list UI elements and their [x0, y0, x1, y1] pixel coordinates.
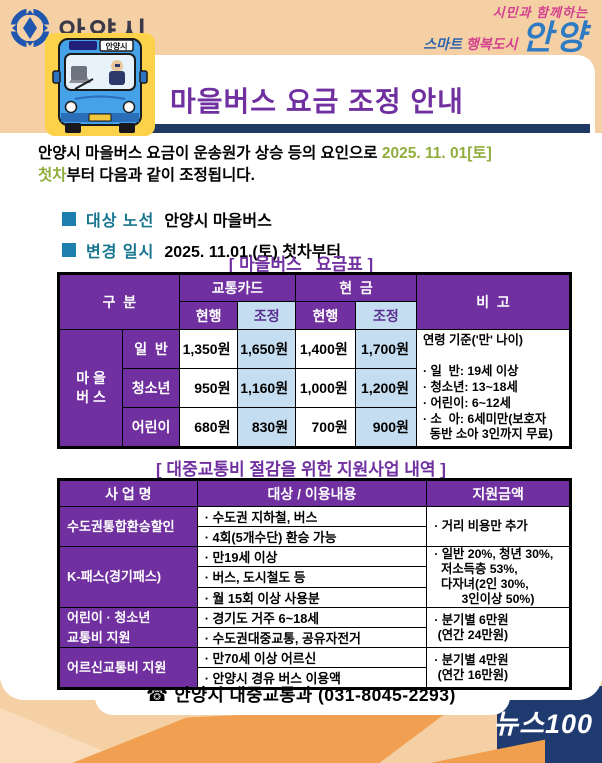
- subheader-current: 현행: [295, 301, 356, 330]
- contact-text: 안양시 대중교통과 (031-8045-2293): [174, 685, 456, 705]
- info-label: 변경 일시: [86, 243, 155, 261]
- col-header-usage: 대상 / 이용내용: [196, 480, 428, 507]
- fare-note: 연령 기준('만' 나이) · 일 반: 19세 이상 · 청소년: 13~18…: [415, 328, 571, 448]
- intro-paragraph: 안양시 마을버스 요금이 운송원가 상승 등의 요인으로 2025. 11. 0…: [38, 143, 578, 187]
- intro-line1: 안양시 마을버스 요금이 운송원가 상승 등의 요인으로 2025. 11. 0…: [38, 143, 578, 165]
- program-name: 수도권통합환승할인: [59, 506, 198, 547]
- program-name: 어린이 · 청소년 교통비 지원: [59, 607, 198, 648]
- support-row-transfer-discount: 수도권통합환승할인 · 수도권 지하철, 버스 · 거리 비용만 추가: [59, 506, 570, 547]
- bus-icon: 안양시: [52, 38, 148, 133]
- intro-line2: 첫차부터 다음과 같이 조정됩니다.: [38, 165, 578, 187]
- card-adjusted-fare: 1,160원: [237, 368, 297, 409]
- support-table-title: [ 대중교통비 절감을 위한 지원사업 내역 ]: [156, 460, 446, 479]
- bullet-square-icon: [62, 242, 76, 257]
- city-slogan: 시민과 함께하는 스마트 행복도시 안양: [423, 5, 588, 58]
- info-label: 대상 노선: [86, 212, 155, 230]
- info-value: 2025. 11.01.(토) 첫차부터: [164, 243, 342, 261]
- program-name: K-패스(경기패스): [59, 546, 198, 608]
- anyang-emblem-icon: [10, 8, 50, 53]
- card-adjusted-fare: 830원: [237, 407, 297, 448]
- program-amount: · 거리 비용만 추가: [426, 506, 570, 547]
- cash-current-fare: 1,400원: [295, 328, 356, 370]
- bus-illustration: 안양시: [45, 33, 155, 136]
- card-current-fare: 1,350원: [178, 328, 239, 370]
- bullet-square-icon: [62, 211, 76, 226]
- fare-row-child: 어린이 680원 830원 700원 900원: [60, 407, 570, 448]
- first-bus-highlight: 첫차: [38, 167, 67, 184]
- cash-adjusted-fare: 1,200원: [354, 368, 417, 409]
- program-detail: · 버스, 도시철도 등: [196, 566, 428, 588]
- program-detail: · 만70세 이상 어르신: [196, 647, 428, 668]
- key-info-list: 대상 노선 안양시 마을버스 변경 일시 2025. 11.01.(토) 첫차부…: [62, 203, 341, 265]
- program-detail: · 경기도 거주 6~18세: [196, 607, 428, 628]
- support-row-kpass: K-패스(경기패스) · 만19세 이상 · 일반 20%, 청년 30%, 저…: [59, 545, 570, 608]
- phone-icon: ☎: [146, 685, 169, 705]
- col-header-amount: 지원금액: [426, 480, 570, 507]
- program-detail: · 만19세 이상: [196, 545, 428, 568]
- fare-row-general: 마 을 버 스 일 반 1,350원 1,650원 1,400원 1,700원 …: [58, 328, 571, 448]
- program-name: 어르신교통비 지원: [59, 647, 198, 688]
- news100-watermark: 뉴스100: [493, 709, 593, 739]
- support-table: 사 업 명 대상 / 이용내용 지원금액 수도권통합환승할인 · 수도권 지하철…: [57, 478, 572, 690]
- info-row-target-route: 대상 노선 안양시 마을버스: [62, 203, 341, 234]
- card-current-fare: 680원: [178, 407, 239, 448]
- info-value: 안양시 마을버스: [164, 212, 272, 230]
- program-detail: · 안양시 경유 버스 이용액: [196, 667, 428, 688]
- info-row-change-date: 변경 일시 2025. 11.01.(토) 첫차부터: [62, 234, 341, 265]
- fare-category: 일 반: [122, 328, 180, 370]
- fare-table: 구 분 교통카드 현 금 비 고 현행 조정 현행 조정 마 을 버 스 일 반…: [57, 272, 572, 450]
- fare-category: 청소년: [122, 368, 180, 409]
- intro-line2-text: 부터 다음과 같이 조정됩니다.: [66, 167, 255, 184]
- fare-table-title: [ 마을버스 요금표 ]: [228, 255, 374, 274]
- cash-adjusted-fare: 900원: [354, 407, 417, 448]
- col-header-note: 비 고: [415, 274, 571, 330]
- intro-line1-text: 안양시 마을버스 요금이 운송원가 상승 등의 요인으로: [38, 145, 382, 162]
- subheader-adjusted: 조정: [354, 301, 417, 330]
- slogan-brand: 안양: [521, 19, 588, 58]
- fare-category: 어린이: [122, 407, 180, 448]
- cash-current-fare: 700원: [295, 407, 356, 448]
- card-adjusted-fare: 1,650원: [237, 328, 297, 370]
- footer-tab: [95, 696, 510, 715]
- col-header-cash: 현 금: [295, 274, 417, 302]
- col-header-category: 구 분: [59, 274, 180, 330]
- cash-adjusted-fare: 1,700원: [354, 328, 417, 370]
- subheader-adjusted: 조정: [237, 301, 297, 330]
- program-detail: · 4회(5개수단) 환승 가능: [196, 526, 428, 547]
- row-group-village-bus: 마 을 버 스: [58, 328, 124, 448]
- program-amount: · 일반 20%, 청년 30%, 저소득층 53%, 다자녀(2인 30%, …: [426, 546, 570, 608]
- cash-current-fare: 1,000원: [295, 368, 356, 409]
- program-detail: · 월 15회 이상 사용분: [196, 586, 428, 609]
- slogan-line1: 시민과 함께하는: [492, 5, 588, 20]
- support-row-child-youth: 어린이 · 청소년 교통비 지원 · 경기도 거주 6~18세 · 분기별 6만…: [59, 607, 570, 648]
- slogan-word-smart: 스마트: [423, 36, 462, 53]
- title-underline: [133, 124, 590, 133]
- effective-date: 2025. 11. 01[토]: [381, 145, 492, 162]
- col-header-program: 사 업 명: [59, 480, 198, 507]
- card-current-fare: 950원: [178, 368, 239, 409]
- program-amount: · 분기별 6만원 (연간 24만원): [426, 607, 570, 648]
- program-detail: · 수도권대중교통, 공유자전거: [196, 627, 428, 648]
- support-row-senior: 어르신교통비 지원 · 만70세 이상 어르신 · 분기별 4만원 (연간 16…: [59, 647, 570, 688]
- program-amount: · 분기별 4만원 (연간 16만원): [426, 647, 570, 688]
- svg-text:안양시: 안양시: [105, 41, 127, 51]
- slogan-word-happy-city: 행복도시: [465, 36, 518, 53]
- program-detail: · 수도권 지하철, 버스: [196, 506, 428, 527]
- subheader-current: 현행: [178, 301, 239, 330]
- contact-line: ☎ 안양시 대중교통과 (031-8045-2293): [0, 682, 602, 707]
- page-title: 마을버스 요금 조정 안내: [170, 86, 464, 117]
- col-header-card: 교통카드: [178, 274, 297, 302]
